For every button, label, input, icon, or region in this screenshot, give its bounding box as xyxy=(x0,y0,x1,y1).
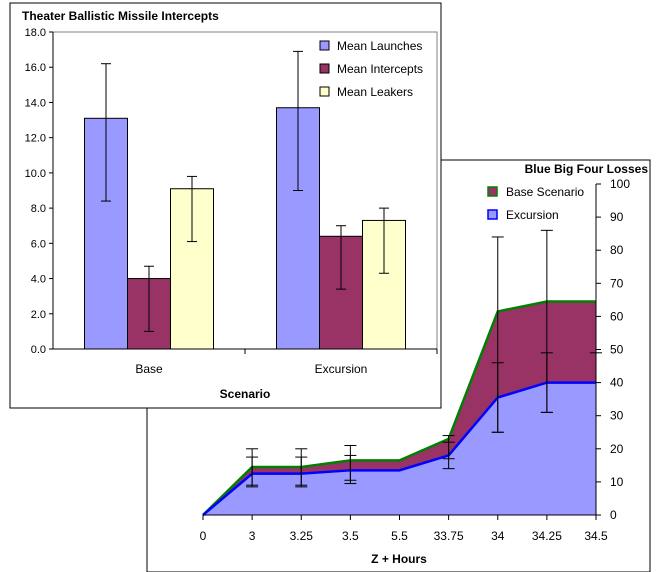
legend-label-excursion: Excursion xyxy=(506,208,559,222)
y-tick-label: 40 xyxy=(610,376,624,390)
x-tick-label: 5.5 xyxy=(391,529,408,543)
y-tick-label: 0 xyxy=(610,508,617,522)
x-tick-label: 34.5 xyxy=(584,529,608,543)
legend-label-mean-launches: Mean Launches xyxy=(337,39,422,53)
y-tick-label: 60 xyxy=(610,309,624,323)
x-tick-label: Excursion xyxy=(315,362,368,376)
y-tick-label: 70 xyxy=(610,276,624,290)
y-tick-label: 90 xyxy=(610,210,624,224)
y-tick-label: 4.0 xyxy=(31,274,46,286)
y-tick-label: 50 xyxy=(610,343,624,357)
x-tick-label: Base xyxy=(135,362,163,376)
intercepts-chart: Theater Ballistic Missile Intercepts 0.0… xyxy=(9,2,442,409)
y-tick-label: 8.0 xyxy=(31,203,46,215)
intercepts-chart-title: Theater Ballistic Missile Intercepts xyxy=(22,9,219,23)
x-tick-label: 33.75 xyxy=(434,529,464,543)
x-tick-label: 34.25 xyxy=(532,529,562,543)
y-tick-label: 0.0 xyxy=(31,344,46,356)
intercepts-chart-legend: Mean Launches Mean Intercepts Mean Leakers xyxy=(319,39,423,99)
y-tick-label: 2.0 xyxy=(31,309,46,321)
legend-swatch-mean-leakers xyxy=(319,86,330,97)
y-tick-label: 80 xyxy=(610,243,624,257)
y-tick-label: 12.0 xyxy=(25,133,46,145)
y-tick-label: 10 xyxy=(610,475,624,489)
y-tick-label: 18.0 xyxy=(25,27,46,39)
legend-swatch-mean-launches xyxy=(319,40,330,51)
legend-label-base-scenario: Base Scenario xyxy=(506,185,584,199)
y-tick-label: 10.0 xyxy=(25,168,46,180)
x-tick-label: 34 xyxy=(491,529,505,543)
line-excursion xyxy=(202,381,596,516)
losses-chart-xlabel: Z + Hours xyxy=(371,552,427,566)
y-tick-label: 14.0 xyxy=(25,97,46,109)
y-tick-label: 100 xyxy=(610,177,630,191)
y-tick-label: 20 xyxy=(610,442,624,456)
losses-chart-title: Blue Big Four Losses xyxy=(525,162,649,176)
x-tick-label: 3.5 xyxy=(342,529,359,543)
x-tick-label: 3 xyxy=(249,529,256,543)
intercepts-chart-xlabel: Scenario xyxy=(220,387,271,401)
y-tick-label: 30 xyxy=(610,409,624,423)
losses-chart-legend: Base Scenario Excursion xyxy=(487,185,584,222)
legend-label-mean-intercepts: Mean Intercepts xyxy=(337,62,423,76)
x-tick-label: 0 xyxy=(200,529,207,543)
legend-label-mean-leakers: Mean Leakers xyxy=(337,85,413,99)
y-tick-label: 6.0 xyxy=(31,238,46,250)
x-tick-label: 3.25 xyxy=(290,529,314,543)
legend-swatch-base-scenario xyxy=(487,186,498,197)
y-tick-label: 16.0 xyxy=(25,62,46,74)
legend-swatch-excursion xyxy=(487,209,498,220)
legend-swatch-mean-intercepts xyxy=(319,63,330,74)
line-base-scenario xyxy=(202,300,596,516)
